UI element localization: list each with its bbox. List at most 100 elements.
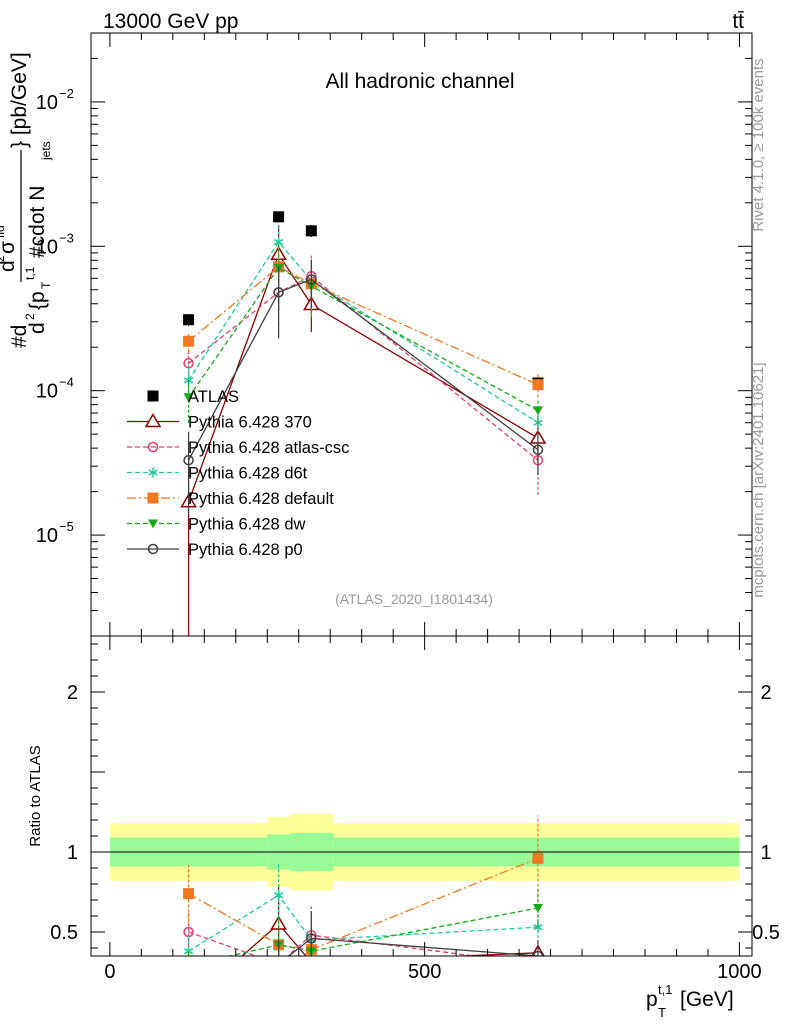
series-line-pythia-6-428-atlas-csc [188, 275, 539, 461]
ratio-line-pythia-6-428-p0 [287, 937, 539, 956]
ylabel-part-0: #d [8, 325, 31, 348]
xlabel-main: p [646, 988, 658, 1011]
legend-item-pythia-6-428-atlas-csc: Pythia 6.428 atlas-csc [127, 439, 349, 457]
series-pythia-6-428-default [183, 245, 544, 398]
analysis-id: (ATLAS_2020_I1801434) [335, 591, 493, 607]
ylabel-part-9: t,1 [23, 266, 37, 280]
ratio-point-pythia-6-428-d6t-0-stroke-2 [183, 948, 194, 955]
ratio-line-pythia-6-428-d6t [188, 894, 538, 952]
ratio-point-pythia-6-428-p0-2 [306, 933, 317, 944]
ratio-point-pythia-6-428-d6t-1 [273, 890, 284, 901]
series-pythia-6-428-atlas-csc [183, 255, 544, 495]
ratio-point-pythia-6-428-atlas-csc-1 [274, 960, 283, 969]
point-atlas-0 [183, 314, 195, 326]
ratio-tick-label-right-0.5: 0.5 [752, 922, 780, 944]
ratio-point-pythia-6-428-370-2 [310, 953, 313, 956]
ratio-series-pythia-6-428-370 [182, 884, 545, 1008]
ratio-tick-label-left-0.5: 0.5 [50, 922, 78, 944]
chart-title: All hadronic channel [325, 70, 514, 93]
process-label: tt̄ [732, 10, 744, 33]
ratio-series-layer [182, 815, 545, 1008]
ylabel-part-1: d [0, 260, 19, 272]
legend-label-pythia-6-428-default: Pythia 6.428 default [188, 490, 334, 508]
legend-marker-pythia-6-428-dw [148, 519, 158, 529]
ratio-line-pythia-6-428-370 [241, 923, 538, 956]
point-pythia-6-428-dw-0 [183, 393, 194, 403]
ylabel-part-10: #cdot N [26, 186, 49, 258]
legend-item-atlas: ATLAS [147, 388, 239, 406]
ylabel-part-2: σ [0, 241, 19, 254]
xlabel-unit: [GeV] [680, 988, 734, 1011]
ratio-series-pythia-6-428-dw [184, 888, 543, 971]
point-atlas-2 [305, 225, 317, 237]
y-tick-label-exponent-0: −2 [59, 86, 74, 101]
ratio-axis-title: Ratio to ATLAS [27, 745, 44, 846]
legend-item-pythia-6-428-default: Pythia 6.428 default [127, 490, 334, 508]
series-pythia-6-428-p0 [183, 259, 544, 514]
series-line-pythia-6-428-p0 [188, 278, 539, 461]
ratio-point-pythia-6-428-d6t-1-stroke-2 [273, 892, 284, 899]
point-pythia-6-428-atlas-csc-0 [183, 357, 194, 369]
legend-label-pythia-6-428-d6t: Pythia 6.428 d6t [188, 465, 308, 483]
legend-label-atlas: ATLAS [188, 388, 239, 406]
ylabel-part-11: jets [39, 141, 53, 161]
legend: ATLAS Pythia 6.428 370 Pythia 6.428 atlas-… [127, 388, 349, 559]
ratio-point-pythia-6-428-370-0 [182, 996, 196, 1008]
ratio-point-pythia-6-428-p0-1 [274, 960, 283, 969]
ylabel-part-5: d [26, 322, 49, 334]
y-tick-label-exponent-2: −4 [59, 375, 74, 390]
legend-marker-pythia-6-428-default [147, 492, 159, 504]
legend-marker-atlas [147, 390, 159, 402]
ratio-point-pythia-6-428-dw-3 [532, 904, 543, 913]
ratio-uncertainty-bands [91, 813, 752, 891]
ratio-tick-label-left-1: 1 [67, 842, 78, 864]
series-line-pythia-6-428-default [188, 266, 539, 386]
ratio-point-pythia-6-428-p0-3 [532, 950, 544, 956]
x-axis-title: p T t,1 [GeV] [646, 982, 734, 1020]
legend-item-pythia-6-428-p0: Pythia 6.428 p0 [127, 541, 303, 559]
ratio-tick-label-left-2: 2 [67, 682, 78, 704]
ratio-line-pythia-6-428-dw [227, 907, 539, 956]
point-pythia-6-428-p0-2 [306, 274, 317, 285]
axis-ticks [91, 32, 752, 956]
y-tick-label-mantissa-3: 10 [36, 525, 58, 547]
series-line-pythia-6-428-d6t [188, 240, 539, 424]
point-pythia-6-428-d6t-1-stroke-2 [273, 238, 284, 246]
x-tick-label-0: 0 [104, 961, 115, 983]
ylabel-part-3: fid [0, 225, 7, 238]
legend-item-pythia-6-428-dw: Pythia 6.428 dw [127, 516, 305, 534]
point-pythia-6-428-p0-0 [183, 454, 194, 466]
point-pythia-6-428-p0-3 [532, 444, 544, 455]
ylabel-part-12: } [pb/GeV] [8, 52, 31, 148]
point-pythia-6-428-default-3 [532, 379, 544, 391]
mcplots-label: mcplots.cern.ch [arXiv:2401.10621] [750, 362, 767, 597]
legend-marker-pythia-6-428-d6t [148, 467, 158, 478]
y-tick-label-mantissa-0: 10 [36, 92, 58, 114]
ylabel-part-4: 2 [0, 255, 7, 262]
ratio-line-pythia-6-428-default [188, 857, 539, 951]
point-pythia-6-428-default-0 [183, 335, 195, 347]
ratio-point-pythia-6-428-p0-0 [184, 990, 193, 999]
legend-item-pythia-6-428-370: Pythia 6.428 370 [127, 413, 312, 432]
y-tick-label-exponent-3: −5 [59, 519, 74, 534]
x-tick-label-500: 500 [408, 961, 441, 983]
ratio-tick-label-right-2: 2 [760, 682, 771, 704]
ratio-plot-frame [90, 635, 753, 957]
legend-label-pythia-6-428-atlas-csc: Pythia 6.428 atlas-csc [188, 439, 349, 457]
ylabel-part-8: T [39, 281, 53, 289]
ratio-point-pythia-6-428-dw-0 [184, 962, 194, 971]
main-series-layer [180, 211, 547, 636]
ratio-point-pythia-6-428-default-3 [532, 852, 544, 864]
legend-marker-pythia-6-428-370 [144, 413, 162, 428]
series-pythia-6-428-d6t [183, 225, 543, 439]
series-line-pythia-6-428-370 [187, 252, 539, 503]
ratio-point-pythia-6-428-default-0 [183, 888, 195, 900]
point-atlas-1 [273, 211, 285, 223]
legend-label-pythia-6-428-p0: Pythia 6.428 p0 [188, 541, 303, 559]
legend-marker-pythia-6-428-p0 [147, 543, 159, 555]
ylabel-part-6: 2 [23, 313, 37, 320]
legend-marker-pythia-6-428-atlas-csc [147, 441, 159, 453]
ratio-series-pythia-6-428-p0 [184, 911, 544, 999]
y-tick-label-exponent-1: −3 [59, 230, 74, 245]
